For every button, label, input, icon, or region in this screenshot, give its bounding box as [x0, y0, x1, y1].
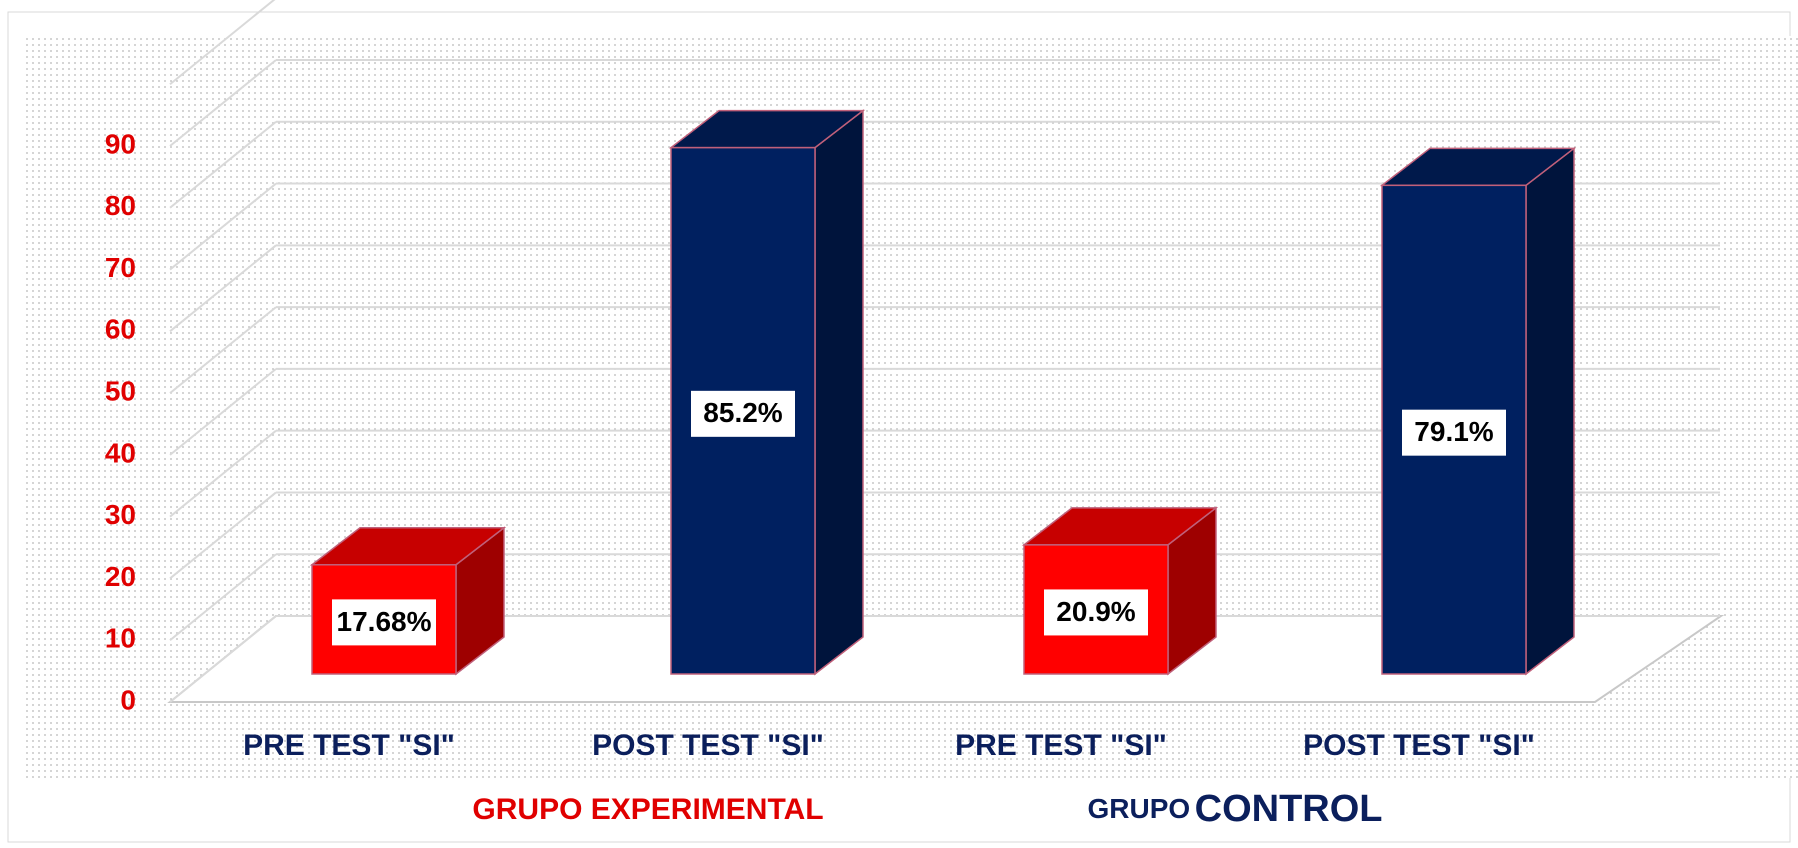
y-tick-label: 30: [105, 499, 136, 530]
y-tick-label: 60: [105, 314, 136, 345]
value-label: 85.2%: [703, 397, 782, 428]
axis-frame: [169, 0, 276, 85]
y-tick-label: 70: [105, 252, 136, 283]
grid-line: [169, 368, 277, 456]
grid-line: [169, 59, 277, 147]
grid-line: [169, 491, 277, 580]
y-tick-label: 40: [105, 437, 136, 468]
grid-line: [169, 429, 277, 518]
grid-line: [169, 553, 277, 641]
grid-line: [169, 615, 277, 703]
y-tick-label: 80: [105, 190, 136, 221]
bar-side: [814, 109, 864, 676]
y-tick-label: 10: [105, 623, 136, 654]
grid-line: [169, 182, 277, 271]
group-label-part: GRUPO: [1087, 793, 1190, 824]
value-label-box: [1044, 589, 1148, 636]
y-tick-label: 20: [105, 561, 136, 592]
x-tick-label: POST TEST "SI": [592, 729, 824, 762]
bar-side: [1525, 146, 1575, 676]
group-label-part: CONTROL: [1195, 788, 1383, 830]
y-tick-label: 90: [105, 128, 136, 159]
y-tick-label: 0: [120, 684, 136, 715]
x-tick-label: PRE TEST "SI": [955, 729, 1167, 762]
value-label: 79.1%: [1414, 416, 1493, 447]
value-label-box: [691, 390, 795, 437]
value-label-box: [1402, 409, 1506, 456]
x-tick-label: POST TEST "SI": [1303, 729, 1535, 762]
value-label: 17.68%: [337, 606, 432, 637]
grid-line: [169, 306, 277, 394]
value-label-box: [332, 599, 436, 646]
grid-line: [169, 244, 277, 333]
grid-line: [169, 121, 277, 209]
value-label: 20.9%: [1056, 596, 1135, 627]
plot: 0 10 20 30 40 50 60 70 80 90 17.68% PRE TEST "SI" 85…: [105, 0, 1725, 762]
group-label: GRUPO EXPERIMENTAL: [472, 793, 823, 826]
group-label: GRUPO CONTROL: [1087, 788, 1382, 830]
y-tick-label: 50: [105, 376, 136, 407]
x-tick-label: PRE TEST "SI": [243, 729, 455, 762]
